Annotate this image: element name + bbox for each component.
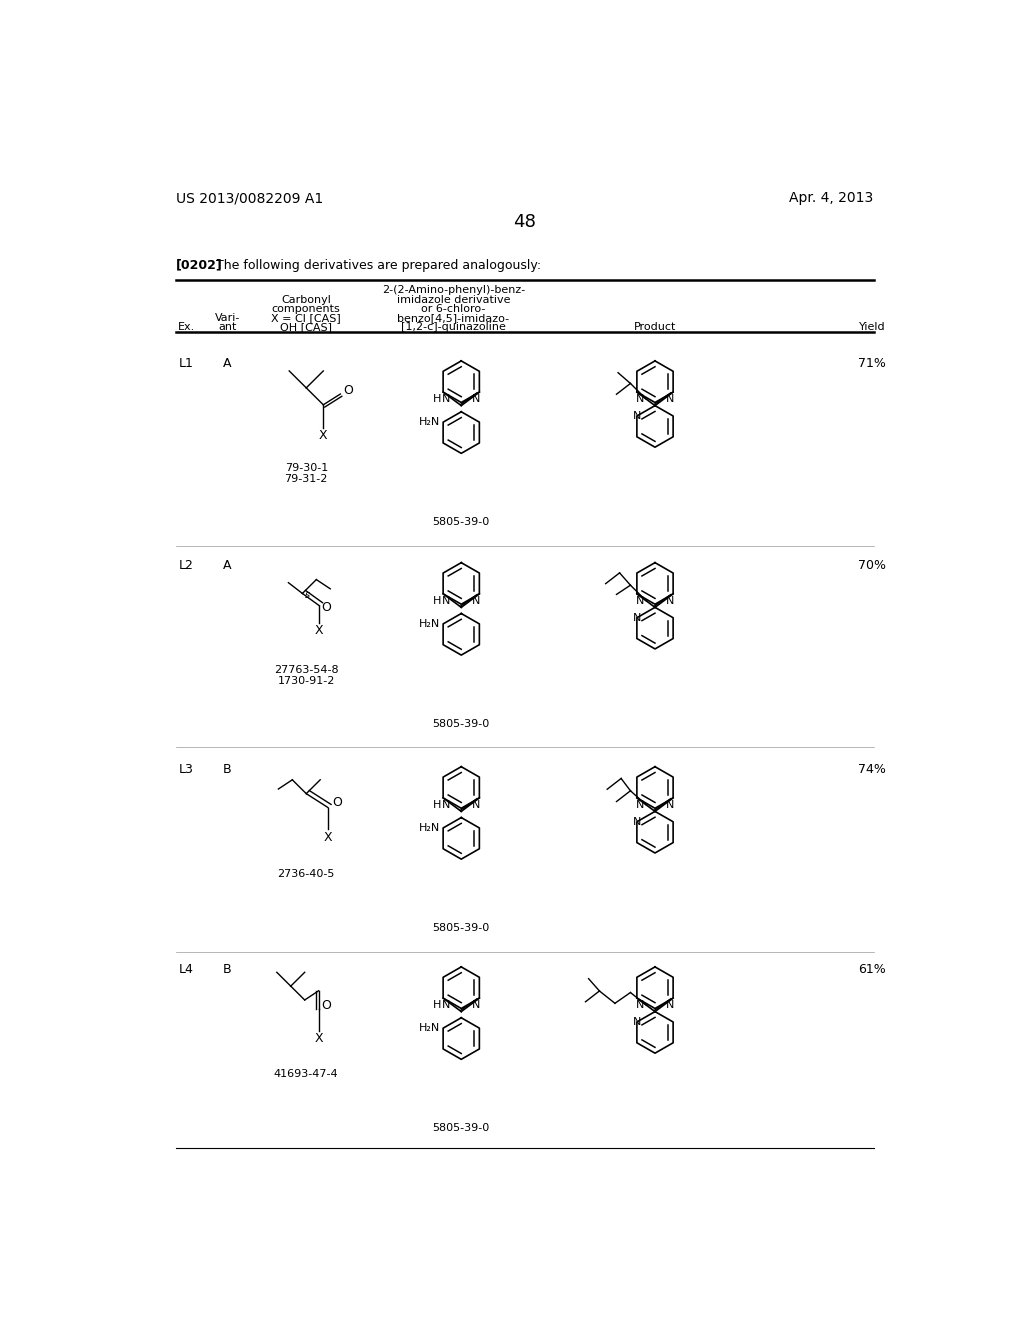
Text: H₂N: H₂N	[419, 1023, 440, 1034]
Text: O: O	[343, 384, 353, 397]
Text: L1: L1	[178, 358, 194, 370]
Text: X: X	[315, 624, 324, 638]
Text: N: N	[666, 393, 674, 404]
Text: N: N	[636, 800, 644, 809]
Text: 79-30-1: 79-30-1	[285, 463, 328, 474]
Text: N: N	[472, 999, 480, 1010]
Text: N: N	[666, 595, 674, 606]
Text: X: X	[314, 1032, 323, 1045]
Text: N: N	[633, 612, 641, 623]
Text: A: A	[223, 558, 231, 572]
Text: O: O	[321, 999, 331, 1012]
Text: N: N	[472, 393, 480, 404]
Text: s: s	[304, 590, 309, 601]
Text: H: H	[433, 595, 441, 606]
Text: H₂N: H₂N	[419, 417, 440, 428]
Text: X: X	[324, 830, 332, 843]
Text: X = Cl [CAS]: X = Cl [CAS]	[271, 313, 341, 323]
Text: N: N	[442, 393, 451, 404]
Text: H: H	[433, 999, 441, 1010]
Text: N: N	[442, 800, 451, 809]
Text: N: N	[472, 595, 480, 606]
Text: N: N	[636, 595, 644, 606]
Text: 27763-54-8: 27763-54-8	[274, 665, 339, 675]
Text: 2736-40-5: 2736-40-5	[278, 869, 335, 879]
Text: H₂N: H₂N	[419, 822, 440, 833]
Text: 5805-39-0: 5805-39-0	[432, 517, 489, 527]
Text: O: O	[321, 601, 331, 614]
Text: L4: L4	[178, 964, 194, 975]
Text: 41693-47-4: 41693-47-4	[274, 1069, 339, 1080]
Text: The following derivatives are prepared analogously:: The following derivatives are prepared a…	[216, 259, 542, 272]
Text: [0202]: [0202]	[176, 259, 223, 272]
Text: H₂N: H₂N	[419, 619, 440, 628]
Text: N: N	[472, 800, 480, 809]
Text: imidazole derivative: imidazole derivative	[396, 294, 510, 305]
Text: ant: ant	[218, 322, 237, 333]
Text: N: N	[636, 393, 644, 404]
Text: US 2013/0082209 A1: US 2013/0082209 A1	[176, 191, 324, 206]
Text: Yield: Yield	[859, 322, 886, 333]
Text: X: X	[319, 429, 328, 442]
Text: 70%: 70%	[858, 558, 886, 572]
Text: N: N	[633, 817, 641, 826]
Text: N: N	[633, 1016, 641, 1027]
Text: N: N	[666, 999, 674, 1010]
Text: Product: Product	[634, 322, 676, 333]
Text: Vari-: Vari-	[214, 313, 240, 323]
Text: 79-31-2: 79-31-2	[285, 474, 328, 484]
Text: 71%: 71%	[858, 358, 886, 370]
Text: H: H	[433, 393, 441, 404]
Text: Apr. 4, 2013: Apr. 4, 2013	[790, 191, 873, 206]
Text: 74%: 74%	[858, 763, 886, 776]
Text: O: O	[333, 796, 342, 809]
Text: 61%: 61%	[858, 964, 886, 975]
Text: 2-(2-Amino-phenyl)-benz-: 2-(2-Amino-phenyl)-benz-	[382, 285, 525, 296]
Text: Ex.: Ex.	[177, 322, 195, 333]
Text: 5805-39-0: 5805-39-0	[432, 923, 489, 933]
Text: N: N	[636, 999, 644, 1010]
Text: N: N	[442, 595, 451, 606]
Text: N: N	[666, 800, 674, 809]
Text: components: components	[272, 304, 341, 314]
Text: A: A	[223, 358, 231, 370]
Text: N: N	[442, 999, 451, 1010]
Text: 5805-39-0: 5805-39-0	[432, 719, 489, 729]
Text: 5805-39-0: 5805-39-0	[432, 1123, 489, 1133]
Text: [1,2-c]-quinazoline: [1,2-c]-quinazoline	[401, 322, 506, 333]
Text: L2: L2	[178, 558, 194, 572]
Text: N: N	[633, 411, 641, 421]
Text: B: B	[223, 763, 231, 776]
Text: H: H	[433, 800, 441, 809]
Text: 48: 48	[513, 213, 537, 231]
Text: benzo[4,5]-imidazo-: benzo[4,5]-imidazo-	[397, 313, 510, 323]
Text: OH [CAS]: OH [CAS]	[281, 322, 332, 333]
Text: B: B	[223, 964, 231, 975]
Text: L3: L3	[178, 763, 194, 776]
Text: Carbonyl: Carbonyl	[282, 294, 331, 305]
Text: 1730-91-2: 1730-91-2	[278, 676, 335, 686]
Text: or 6-chloro-: or 6-chloro-	[421, 304, 485, 314]
